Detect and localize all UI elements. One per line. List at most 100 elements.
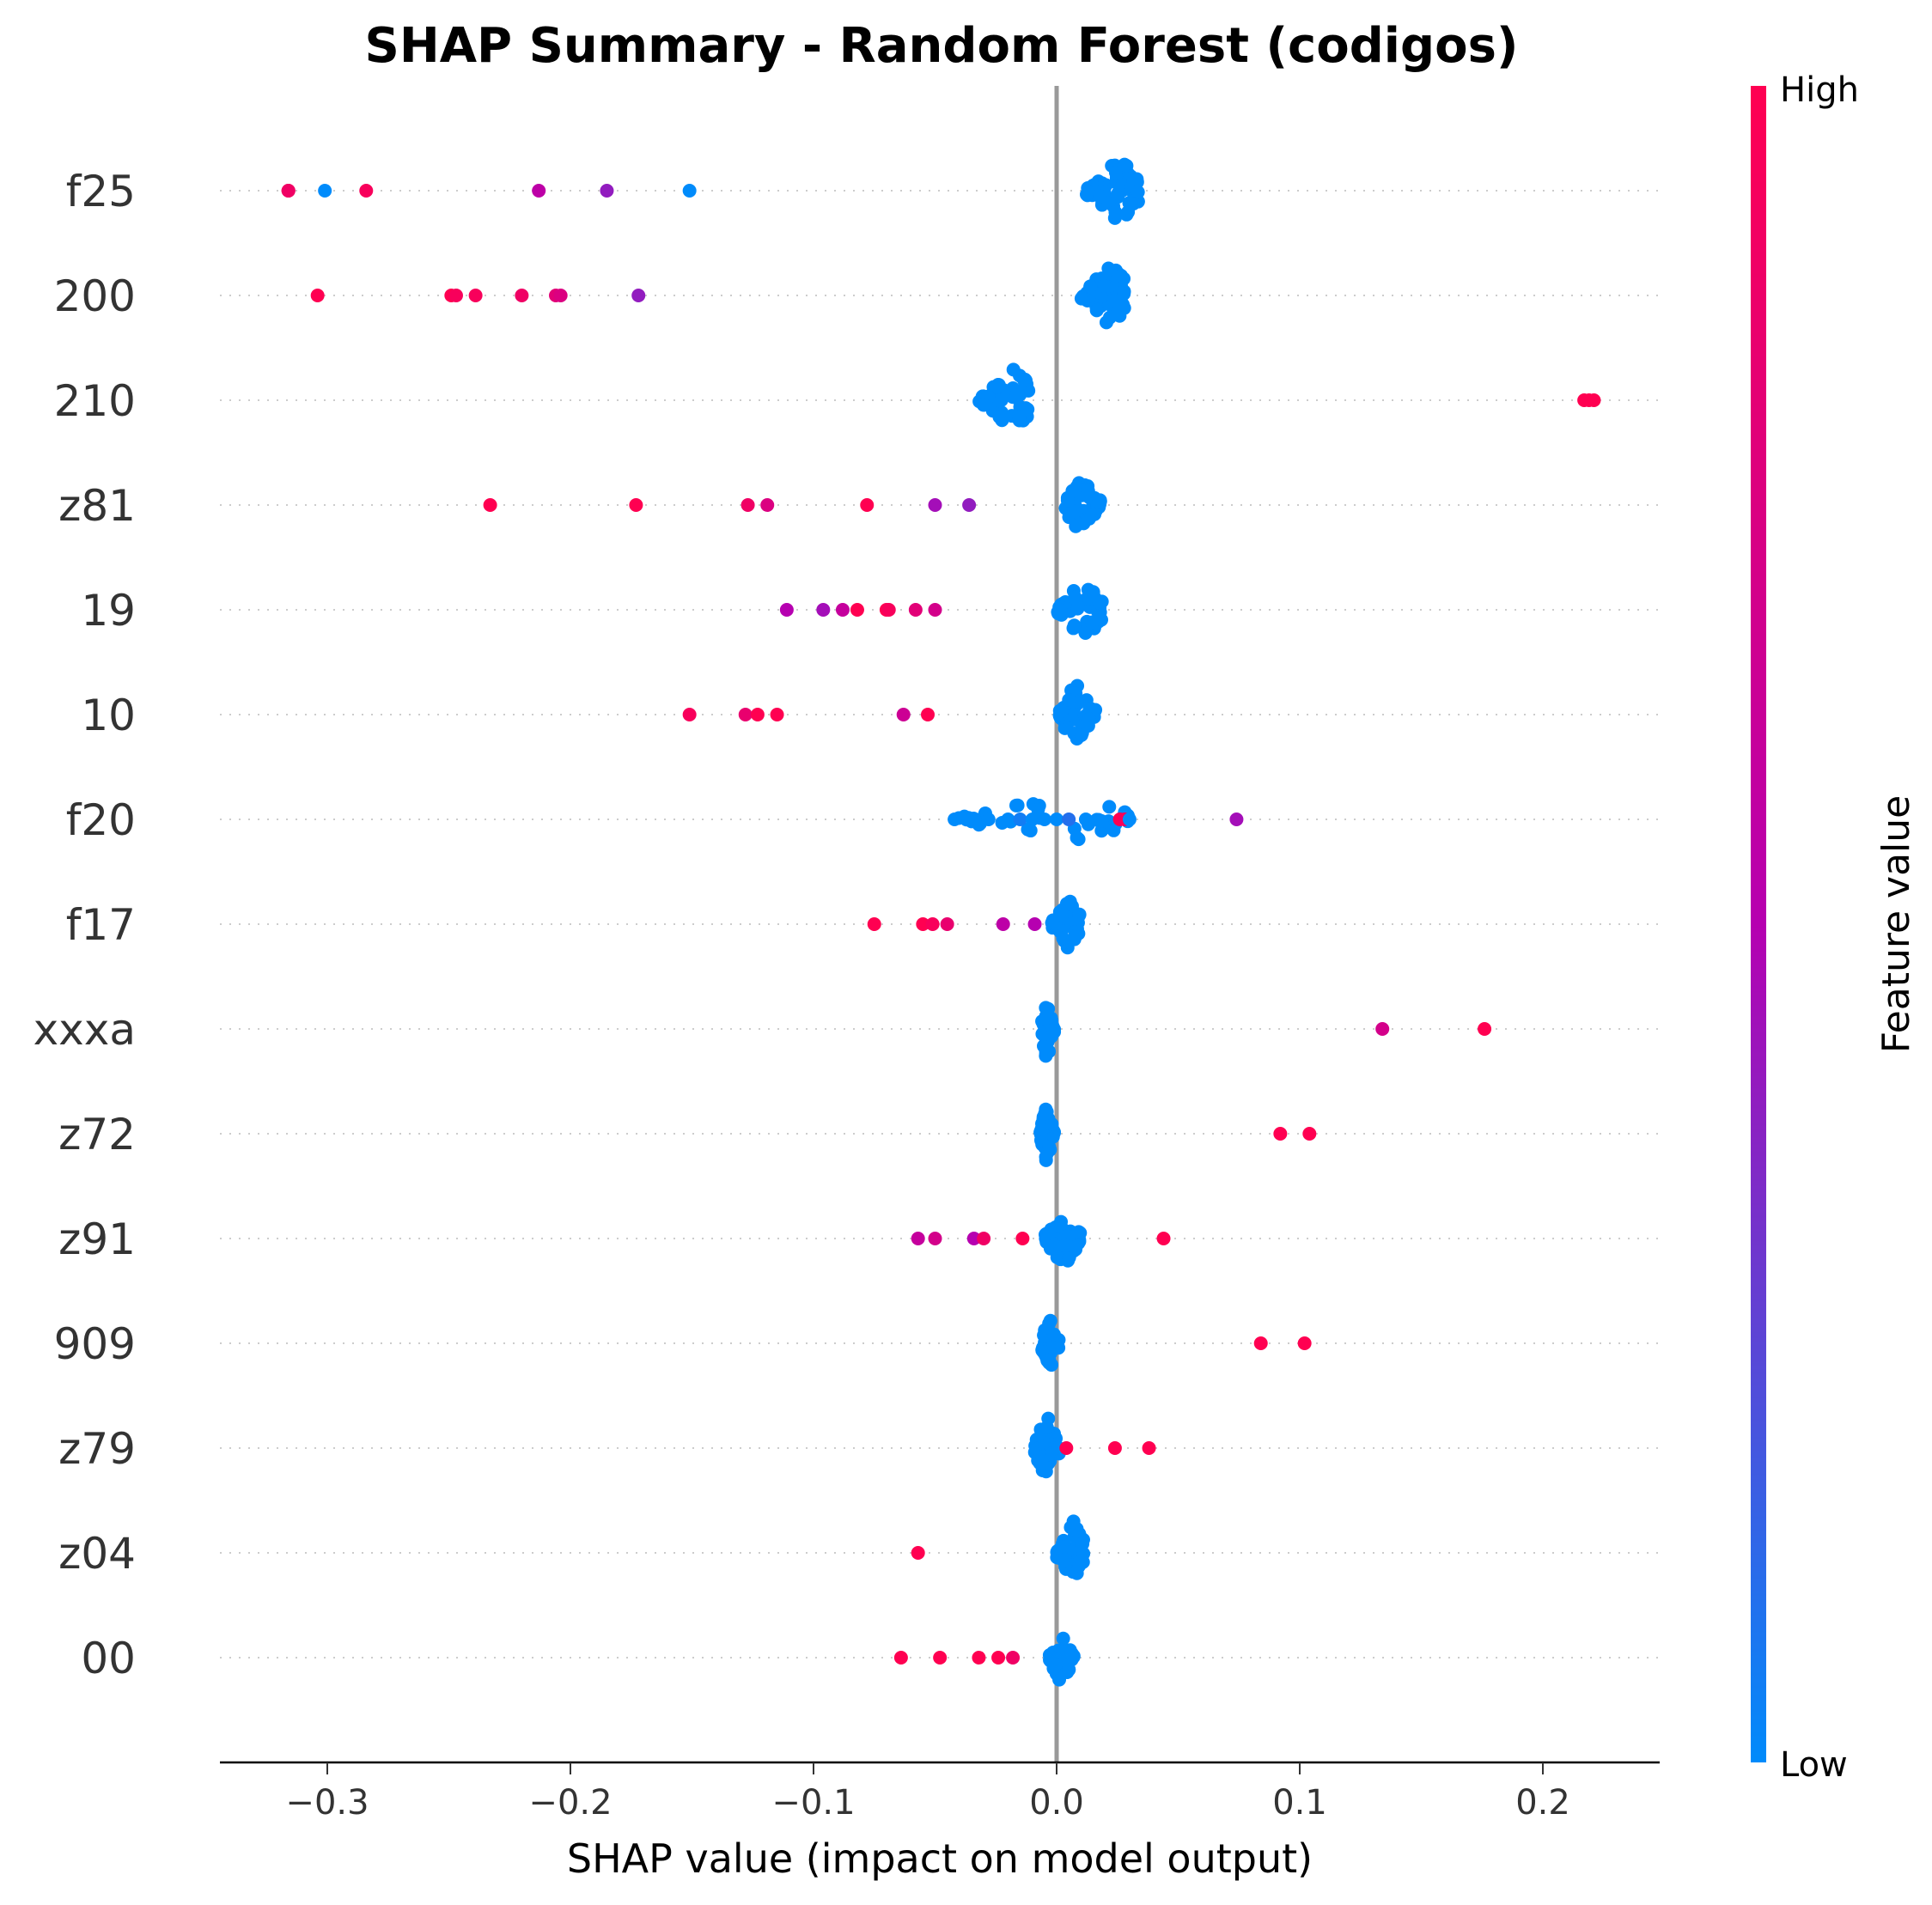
feature-label: 00 xyxy=(81,1634,136,1683)
feature-label: 10 xyxy=(81,691,136,740)
shap-point xyxy=(966,1232,981,1245)
shap-point xyxy=(916,917,930,931)
feature-rows: f25 200 210 z81 19 10 f20 f17 xxxa z72 z91 909 z79 z0… xyxy=(34,167,1660,1683)
shap-point xyxy=(1015,1232,1030,1245)
shap-point xyxy=(1082,511,1096,526)
shap-point xyxy=(928,1232,942,1245)
shap-point xyxy=(515,289,529,302)
shap-point xyxy=(1094,612,1108,626)
shap-point xyxy=(867,917,881,931)
shap-point xyxy=(1587,393,1601,407)
shap-point xyxy=(961,811,976,825)
shap-point xyxy=(1116,297,1131,312)
x-tick-label: −0.3 xyxy=(285,1783,369,1823)
shap-point xyxy=(1078,813,1093,826)
shap-point xyxy=(933,1651,948,1665)
shap-point xyxy=(310,289,325,302)
shap-point xyxy=(682,708,697,721)
chart-title: SHAP Summary - Random Forest (codigos) xyxy=(365,18,1519,74)
shap-point xyxy=(750,708,765,721)
shap-point xyxy=(1039,1012,1053,1026)
feature-label: 909 xyxy=(54,1319,136,1369)
x-tick-label: 0.0 xyxy=(1029,1783,1084,1823)
shap-point xyxy=(1043,1313,1057,1328)
shap-point xyxy=(1142,1441,1156,1455)
shap-point xyxy=(850,603,864,617)
shap-point xyxy=(1114,269,1129,283)
shap-point xyxy=(1107,1441,1122,1455)
shap-point xyxy=(1273,1127,1288,1141)
shap-point xyxy=(1062,1251,1076,1265)
feature-label: 200 xyxy=(54,271,136,321)
shap-point xyxy=(996,917,1010,931)
shap-point xyxy=(1067,504,1082,519)
shap-point xyxy=(1156,1232,1171,1245)
shap-point xyxy=(1094,813,1109,828)
shap-point xyxy=(779,603,794,617)
shap-point xyxy=(1042,1226,1057,1240)
shap-point xyxy=(1074,291,1088,306)
shap-point xyxy=(911,1546,925,1560)
shap-point xyxy=(1072,909,1087,923)
shap-point xyxy=(940,917,954,931)
feature-label: z81 xyxy=(58,481,136,531)
shap-point xyxy=(1076,1555,1090,1569)
shap-point xyxy=(1001,813,1015,826)
shap-point xyxy=(1042,1647,1057,1662)
shap-point xyxy=(1076,1537,1090,1551)
shap-point xyxy=(1059,897,1074,911)
x-axis-label: SHAP value (impact on model output) xyxy=(567,1835,1313,1882)
colorbar-title: Feature value xyxy=(1874,795,1918,1053)
shap-point xyxy=(1010,384,1025,399)
shap-point xyxy=(1010,798,1025,813)
shap-point xyxy=(991,1651,1006,1665)
feature-label: 19 xyxy=(81,586,136,636)
shap-point xyxy=(760,498,775,512)
shap-point xyxy=(992,410,1007,424)
colorbar xyxy=(1751,86,1766,1762)
shap-point xyxy=(1092,495,1106,509)
shap-point xyxy=(1056,931,1070,946)
shap-point xyxy=(1086,585,1100,599)
shap-point xyxy=(1006,1651,1021,1665)
shap-point xyxy=(928,603,942,617)
colorbar-high-label: High xyxy=(1780,70,1859,110)
feature-label: z79 xyxy=(58,1424,136,1474)
shap-point xyxy=(1069,1239,1083,1254)
shap-point xyxy=(1059,1441,1074,1455)
shap-point xyxy=(1126,197,1141,211)
shap-point xyxy=(1027,917,1042,931)
shap-point xyxy=(1056,1553,1070,1567)
shap-point xyxy=(1097,279,1112,294)
shap-point xyxy=(1108,165,1123,180)
x-tick-label: 0.1 xyxy=(1272,1783,1327,1823)
shap-point xyxy=(991,393,1006,408)
shap-point xyxy=(893,1651,908,1665)
colorbar-low-label: Low xyxy=(1780,1745,1848,1785)
shap-point xyxy=(1060,493,1075,508)
feature-label: xxxa xyxy=(34,1005,136,1055)
shap-point xyxy=(1057,1647,1071,1662)
shap-point xyxy=(1102,310,1117,325)
shap-point xyxy=(1080,187,1094,202)
shap-point xyxy=(1017,373,1032,387)
feature-label: f17 xyxy=(66,900,136,950)
shap-point xyxy=(1478,1022,1492,1036)
shap-point xyxy=(921,708,936,721)
shap-point xyxy=(911,1232,925,1245)
shap-point xyxy=(1037,813,1051,826)
shap-point xyxy=(860,498,875,512)
shap-point xyxy=(1056,1631,1070,1646)
shap-point xyxy=(1108,205,1123,220)
shap-point xyxy=(977,1232,991,1245)
shap-point xyxy=(1046,1327,1061,1342)
shap-point xyxy=(908,603,923,617)
shap-point xyxy=(1013,813,1027,826)
shap-point xyxy=(976,398,990,412)
shap-point xyxy=(896,708,911,721)
shap-point xyxy=(629,498,643,512)
shap-point xyxy=(1302,1127,1317,1141)
x-tick-label: −0.2 xyxy=(528,1783,612,1823)
shap-point xyxy=(740,498,755,512)
